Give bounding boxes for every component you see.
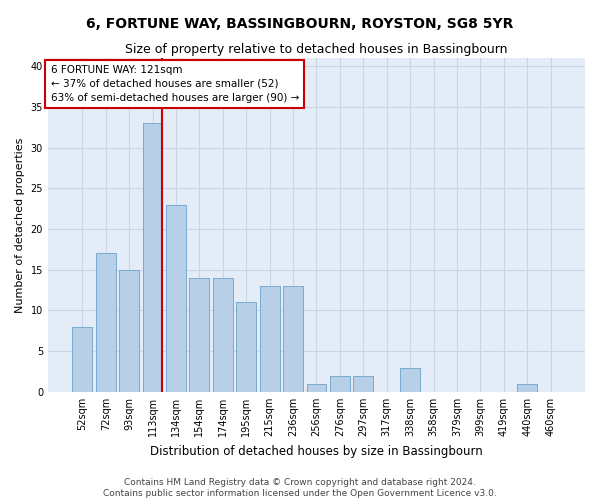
Bar: [236, 302, 256, 392]
Bar: [400, 368, 420, 392]
Bar: [283, 286, 303, 392]
Bar: [73, 327, 92, 392]
Bar: [190, 278, 209, 392]
Bar: [517, 384, 537, 392]
Y-axis label: Number of detached properties: Number of detached properties: [15, 138, 25, 312]
Title: Size of property relative to detached houses in Bassingbourn: Size of property relative to detached ho…: [125, 42, 508, 56]
Text: 6 FORTUNE WAY: 121sqm
← 37% of detached houses are smaller (52)
63% of semi-deta: 6 FORTUNE WAY: 121sqm ← 37% of detached …: [50, 64, 299, 102]
Bar: [119, 270, 139, 392]
Bar: [260, 286, 280, 392]
Bar: [213, 278, 233, 392]
Text: 6, FORTUNE WAY, BASSINGBOURN, ROYSTON, SG8 5YR: 6, FORTUNE WAY, BASSINGBOURN, ROYSTON, S…: [86, 18, 514, 32]
Bar: [330, 376, 350, 392]
Bar: [353, 376, 373, 392]
Bar: [143, 123, 163, 392]
Bar: [166, 204, 186, 392]
Bar: [96, 254, 116, 392]
Bar: [307, 384, 326, 392]
X-axis label: Distribution of detached houses by size in Bassingbourn: Distribution of detached houses by size …: [150, 444, 483, 458]
Text: Contains HM Land Registry data © Crown copyright and database right 2024.
Contai: Contains HM Land Registry data © Crown c…: [103, 478, 497, 498]
